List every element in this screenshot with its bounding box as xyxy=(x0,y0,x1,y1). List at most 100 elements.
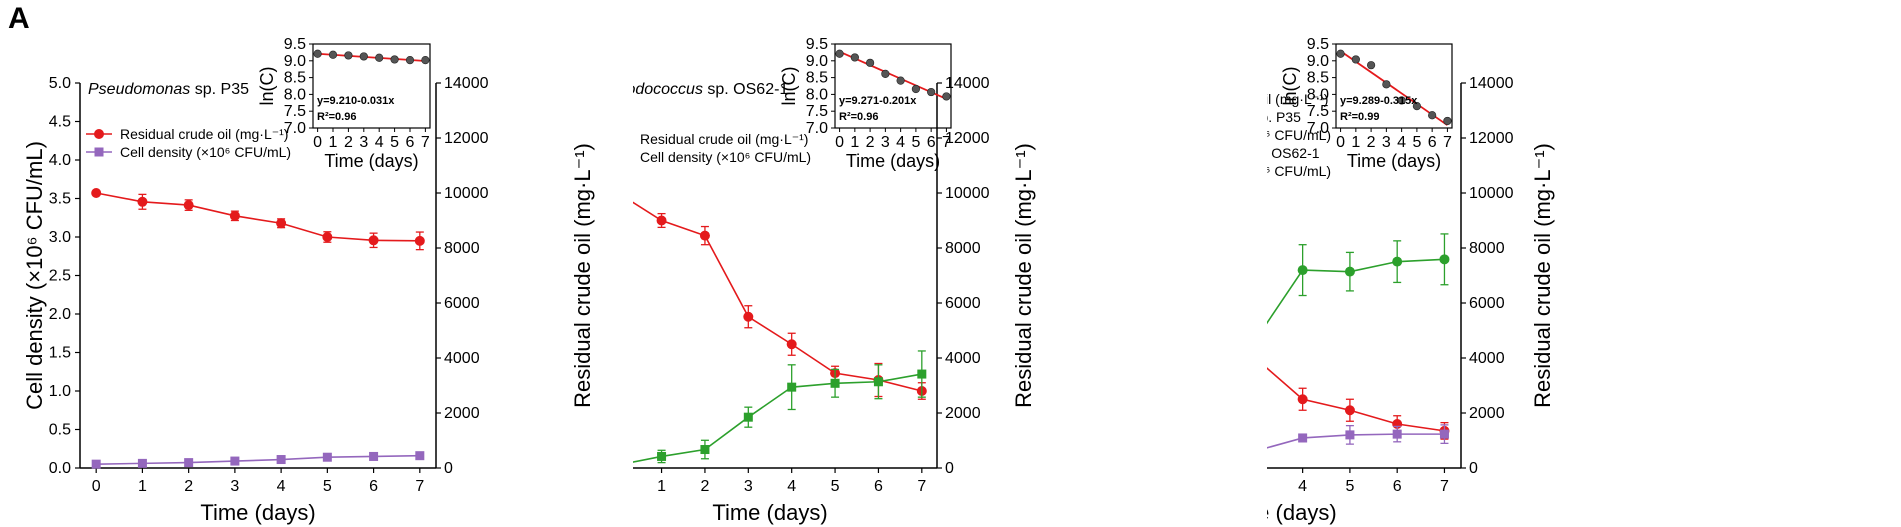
inset-y-title: ln(C) xyxy=(1280,67,1300,106)
inset-y-tick-label: 8.0 xyxy=(1307,86,1329,103)
y-axis-title-left: Cell density (×10⁶ CFU/mL) xyxy=(22,141,47,410)
inset-x-tick-label: 0 xyxy=(313,134,322,151)
y-tick-label-right: 14000 xyxy=(945,75,990,92)
y-tick-label-left: 0.5 xyxy=(49,422,71,439)
inset-frame xyxy=(1335,43,1453,129)
x-tick-label: 6 xyxy=(1393,478,1402,495)
chart-panel-b: B0.00.51.01.52.02.53.03.54.04.55.0020004… xyxy=(633,36,1036,525)
y-tick-label-right: 12000 xyxy=(1469,130,1514,147)
series-line xyxy=(633,201,923,392)
legend-label: Cell density (×10⁶ CFU/mL) xyxy=(120,144,291,160)
x-tick-label: 0 xyxy=(92,478,101,495)
y-tick-label-right: 2000 xyxy=(444,405,480,422)
inset-point xyxy=(911,84,920,94)
data-point xyxy=(91,459,101,469)
y-tick-label-left: 3.0 xyxy=(49,229,71,246)
y-tick-label-right: 4000 xyxy=(1469,350,1505,367)
series-line xyxy=(96,192,420,242)
legend-label: Pseudomonas sp. P35 xyxy=(1267,109,1301,125)
inset-r2: R²=0.99 xyxy=(1340,111,1379,123)
inset-r2: R²=0.96 xyxy=(839,111,878,123)
x-axis-title: Time (days) xyxy=(200,500,315,525)
inset-x-tick-label: 7 xyxy=(942,134,951,151)
data-point xyxy=(1298,433,1308,443)
legend-marker xyxy=(94,129,104,139)
inset-point xyxy=(1412,102,1421,111)
x-tick-label: 4 xyxy=(787,478,796,495)
y-tick-label-right: 0 xyxy=(1469,460,1478,477)
y-tick-label-right: 0 xyxy=(945,460,954,477)
data-point xyxy=(1344,266,1355,277)
data-point xyxy=(657,451,667,461)
data-point xyxy=(1344,405,1355,416)
data-point xyxy=(322,452,332,462)
y-axis-title-right: Residual crude oil (mg·L⁻¹) xyxy=(1011,143,1036,408)
y-tick-label-left: 4.5 xyxy=(49,114,71,131)
data-point xyxy=(743,311,754,322)
inset-y-title: ln(C) xyxy=(257,67,277,106)
y-tick-label-left: 5.0 xyxy=(49,75,71,92)
data-point xyxy=(137,196,148,207)
x-tick-label: 1 xyxy=(138,478,147,495)
inset-x-title: Time (days) xyxy=(324,151,418,171)
inset-x-tick-label: 1 xyxy=(329,134,338,151)
inset-y-tick-label: 9.0 xyxy=(806,53,828,70)
inset-x-tick-label: 7 xyxy=(421,134,430,151)
legend-marker xyxy=(94,147,104,157)
x-tick-label: 4 xyxy=(277,478,286,495)
inset-point xyxy=(1336,49,1345,58)
inset-x-tick-label: 6 xyxy=(927,134,936,151)
data-point xyxy=(873,377,883,387)
data-point xyxy=(183,200,194,211)
inset-point xyxy=(375,53,384,62)
y-tick-label-right: 6000 xyxy=(945,295,981,312)
inset-x-tick-label: 1 xyxy=(1351,134,1360,151)
inset-equation: y=9.210-0.031x xyxy=(317,95,395,107)
x-tick-label: 2 xyxy=(184,478,193,495)
legend-label: Cell density (×10⁶ CFU/mL) xyxy=(1267,127,1331,143)
y-axis-title-right: Residual crude oil (mg·L⁻¹) xyxy=(1530,143,1555,408)
inset-point xyxy=(1443,116,1452,126)
panel-label: Pseudomonas sp. P35 xyxy=(88,81,249,98)
x-tick-label: 7 xyxy=(917,478,926,495)
y-tick-label-right: 8000 xyxy=(945,240,981,257)
y-tick-label-right: 6000 xyxy=(444,295,480,312)
data-point xyxy=(1392,256,1403,267)
data-point xyxy=(830,378,840,388)
data-point xyxy=(917,369,927,379)
x-tick-label: 3 xyxy=(744,478,753,495)
data-point xyxy=(1297,265,1308,276)
inset-y-tick-label: 8.5 xyxy=(284,70,306,87)
legend-label: Cell density (×10⁶ CFU/mL) xyxy=(1267,163,1331,179)
y-tick-label-right: 2000 xyxy=(1469,405,1505,422)
data-point xyxy=(137,458,147,468)
data-point xyxy=(1439,254,1450,265)
y-tick-label-left: 1.0 xyxy=(49,383,71,400)
inset-point xyxy=(850,53,859,62)
legend-label: Cell density (×10⁶ CFU/mL) xyxy=(640,149,811,165)
inset-point xyxy=(421,56,430,65)
inset-equation: y=9.289-0.315x xyxy=(1340,95,1418,107)
inset-x-tick-label: 5 xyxy=(911,134,920,151)
data-point xyxy=(787,382,797,392)
inset-x-tick-label: 4 xyxy=(1397,134,1406,151)
data-point xyxy=(700,445,710,455)
panel-c: C0.00.51.01.52.02.53.03.54.04.55.0020004… xyxy=(1267,0,1901,527)
chart-root: B0.00.51.01.52.02.53.03.54.04.55.0020004… xyxy=(633,36,1036,525)
x-tick-label: 5 xyxy=(323,478,332,495)
inset-point xyxy=(866,58,875,67)
y-tick-label-left: 2.5 xyxy=(49,268,71,285)
inset-x-tick-label: 5 xyxy=(1412,134,1421,151)
inset-x-tick-label: 1 xyxy=(850,134,859,151)
inset-x-tick-label: 0 xyxy=(835,134,844,151)
chart-root: C0.00.51.01.52.02.53.03.54.04.55.0020004… xyxy=(1267,36,1555,525)
inset-x-tick-label: 2 xyxy=(866,134,875,151)
inset-frame xyxy=(312,43,431,129)
inset-point xyxy=(881,69,890,79)
inset-y-tick-label: 7.0 xyxy=(284,120,306,137)
y-tick-label-right: 8000 xyxy=(1469,240,1505,257)
legend-label: Residual crude oil (mg·L⁻¹) xyxy=(640,131,808,147)
